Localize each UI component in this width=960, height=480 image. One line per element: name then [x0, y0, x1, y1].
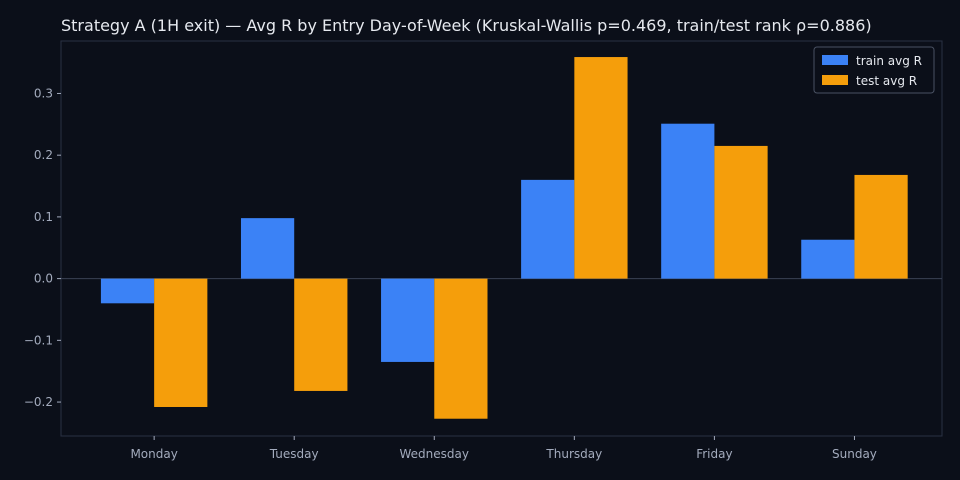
- bar-test-friday: [714, 145, 768, 279]
- bar-test-tuesday: [294, 278, 348, 391]
- x-tick-label: Thursday: [545, 447, 602, 461]
- legend-swatch: [822, 75, 848, 85]
- bar-train-sunday: [801, 239, 855, 279]
- legend-label: test avg R: [856, 74, 917, 88]
- legend: train avg R test avg R: [813, 46, 935, 94]
- y-tick-label: −0.2: [24, 395, 53, 409]
- x-tick-label: Tuesday: [269, 447, 319, 461]
- axes-frame: [60, 40, 943, 437]
- bar-test-monday: [154, 278, 208, 407]
- y-tick-label: 0.1: [34, 210, 53, 224]
- y-tick-label: 0.2: [34, 148, 53, 162]
- plot-area: −0.2 −0.1 0.0 0.1 0.2 0.3 Monday Tuesday Wednesd…: [24, 40, 943, 461]
- y-tick-label: 0.0: [34, 272, 53, 286]
- x-tick-label: Wednesday: [400, 447, 469, 461]
- bar-test-wednesday: [434, 278, 488, 419]
- bar-train-thursday: [521, 179, 575, 279]
- legend-swatch: [822, 55, 848, 65]
- bar-test-thursday: [574, 57, 628, 279]
- y-tick-label: 0.3: [34, 86, 53, 100]
- bar-train-friday: [661, 123, 715, 279]
- bar-test-sunday: [854, 174, 908, 279]
- legend-label: train avg R: [856, 54, 922, 68]
- x-tick-label: Friday: [696, 447, 732, 461]
- x-tick-label: Monday: [130, 447, 177, 461]
- bar-train-tuesday: [240, 218, 295, 279]
- bar-train-wednesday: [381, 278, 435, 362]
- bar-train-monday: [100, 278, 155, 304]
- chart-title: Strategy A (1H exit) — Avg R by Entry Da…: [61, 16, 872, 35]
- x-tick-label: Sunday: [832, 447, 877, 461]
- y-tick-label: −0.1: [24, 333, 53, 347]
